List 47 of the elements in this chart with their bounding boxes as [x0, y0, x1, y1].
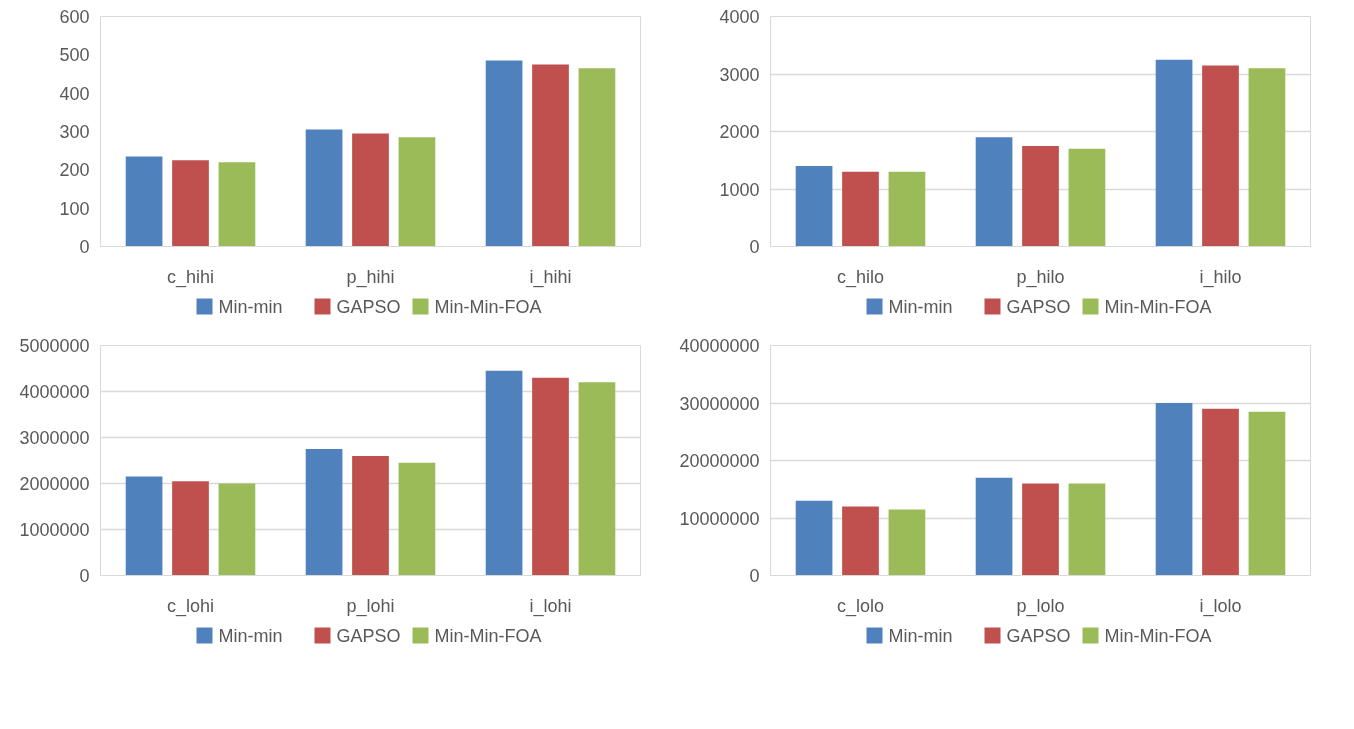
y-tick-label: 1000000 — [19, 520, 90, 540]
y-tick-label: 5000000 — [19, 336, 90, 356]
y-tick-label: 400 — [59, 83, 90, 104]
y-tick-label: 30000000 — [679, 393, 760, 414]
y-tick-label: 40000000 — [679, 336, 760, 356]
legend-label: GAPSO — [1006, 296, 1071, 317]
y-tick-label: 20000000 — [679, 451, 760, 471]
legend-label: Min-min — [888, 625, 953, 646]
legend-label: Min-min — [218, 296, 283, 317]
legend-label: GAPSO — [1006, 625, 1071, 646]
x-tick-label: i_hilo — [1199, 266, 1242, 288]
legend-label: Min-min — [888, 296, 953, 317]
x-tick-label: c_hilo — [836, 266, 885, 288]
legend-label: Min-Min-FOA — [1104, 625, 1212, 646]
x-tick-label: c_lolo — [836, 595, 885, 617]
y-tick-label: 3000000 — [19, 428, 90, 448]
y-tick-label: 0 — [749, 566, 760, 586]
y-tick-label: 0 — [79, 566, 90, 586]
x-tick-label: c_hihi — [166, 266, 215, 288]
y-tick-label: 3000 — [719, 64, 760, 85]
y-tick-label: 0 — [79, 237, 90, 257]
y-tick-label: 10000000 — [679, 508, 760, 529]
legend-label: Min-Min-FOA — [434, 296, 542, 317]
y-tick-label: 4000000 — [19, 382, 90, 402]
x-tick-label: p_hihi — [346, 266, 395, 288]
legend-label: Min-Min-FOA — [434, 625, 542, 646]
legend-label: Min-Min-FOA — [1104, 296, 1212, 317]
legend-label: GAPSO — [336, 296, 401, 317]
y-tick-label: 300 — [59, 122, 90, 142]
y-tick-label: 1000 — [719, 179, 760, 200]
y-tick-label: 0 — [749, 237, 760, 257]
y-tick-label: 2000000 — [19, 474, 90, 494]
x-tick-label: c_lohi — [166, 595, 215, 617]
y-tick-label: 2000 — [719, 122, 760, 142]
y-tick-label: 4000 — [719, 7, 760, 27]
x-tick-label: i_lohi — [529, 595, 572, 617]
legend-label: Min-min — [218, 625, 283, 646]
y-tick-label: 200 — [59, 160, 90, 181]
y-tick-label: 600 — [59, 7, 90, 27]
x-tick-label: i_hihi — [529, 266, 572, 288]
legend-label: GAPSO — [336, 625, 401, 646]
x-tick-label: p_lolo — [1016, 595, 1065, 617]
x-tick-label: i_lolo — [1199, 595, 1242, 617]
x-tick-label: p_lohi — [346, 595, 395, 617]
y-tick-label: 100 — [59, 198, 90, 219]
x-tick-label: p_hilo — [1016, 266, 1065, 288]
y-tick-label: 500 — [59, 45, 90, 66]
